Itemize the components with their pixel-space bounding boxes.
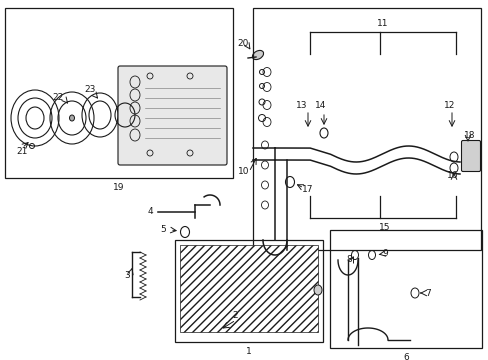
Text: 7: 7 [424,288,430,297]
Bar [180,245,317,332]
Text: 2: 2 [232,311,237,320]
Text: 8: 8 [346,255,351,264]
Text: 10: 10 [238,167,249,176]
Bar [175,240,323,342]
Text: 16: 16 [447,171,458,180]
Ellipse shape [252,50,263,60]
Text: 19: 19 [113,184,124,193]
Text: 21: 21 [16,148,28,157]
Text: 17: 17 [302,185,313,194]
Text: 3: 3 [124,271,130,280]
Ellipse shape [69,115,74,121]
Bar [5,8,232,178]
Text: 15: 15 [379,224,390,233]
Text: 1: 1 [245,347,251,356]
Text: 22: 22 [52,93,63,102]
Text: 13: 13 [296,100,307,109]
FancyBboxPatch shape [461,140,480,171]
Text: 11: 11 [376,18,388,27]
Text: 18: 18 [463,130,475,139]
Text: 20: 20 [237,39,248,48]
Ellipse shape [313,285,321,295]
Text: 14: 14 [315,100,326,109]
Bar [329,230,481,348]
FancyBboxPatch shape [118,66,226,165]
Text: 23: 23 [84,85,96,94]
Text: 12: 12 [444,100,455,109]
Text: 4: 4 [147,207,153,216]
Text: 6: 6 [402,354,408,360]
Text: 5: 5 [160,225,165,234]
Bar [252,8,480,250]
Text: 9: 9 [381,248,387,257]
